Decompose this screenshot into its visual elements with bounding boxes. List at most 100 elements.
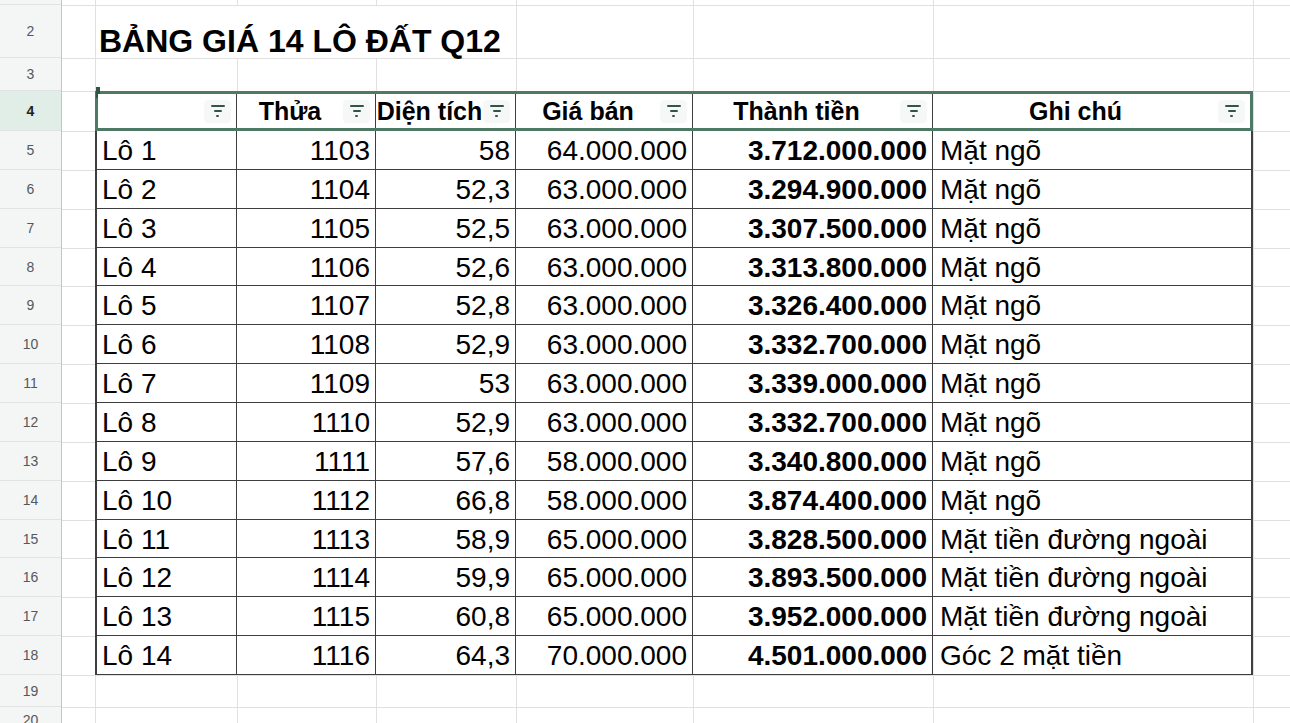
cell[interactable]: 64,3 bbox=[376, 636, 516, 674]
sheet-title[interactable]: BẢNG GIÁ 14 LÔ ĐẤT Q12 bbox=[99, 24, 501, 58]
cell[interactable]: 52,3 bbox=[376, 170, 516, 208]
row-number[interactable]: 6 bbox=[0, 170, 61, 209]
cell[interactable]: 3.712.000.000 bbox=[693, 131, 933, 169]
cell[interactable]: 66,8 bbox=[376, 481, 516, 519]
cell[interactable]: 58.000.000 bbox=[516, 481, 693, 519]
row-number[interactable]: 11 bbox=[0, 364, 61, 403]
cell[interactable]: 3.332.700.000 bbox=[693, 403, 933, 441]
cell[interactable]: 1115 bbox=[237, 597, 376, 635]
column-header-dien-tich[interactable]: Diện tích bbox=[376, 94, 516, 128]
cell[interactable]: 3.326.400.000 bbox=[693, 286, 933, 324]
column-header-thanh-tien[interactable]: Thành tiền bbox=[693, 94, 933, 128]
cell[interactable]: Mặt ngõ bbox=[933, 325, 1253, 363]
row-number[interactable]: 3 bbox=[0, 58, 61, 91]
cell[interactable]: Mặt ngõ bbox=[933, 403, 1253, 441]
cell[interactable]: 3.332.700.000 bbox=[693, 325, 933, 363]
cell[interactable]: Mặt ngõ bbox=[933, 364, 1253, 402]
column-header-lo[interactable] bbox=[98, 94, 237, 128]
cell[interactable]: 3.874.400.000 bbox=[693, 481, 933, 519]
cell[interactable]: Lô 7 bbox=[95, 364, 237, 402]
cell[interactable]: Mặt ngõ bbox=[933, 481, 1253, 519]
cell[interactable]: Lô 13 bbox=[95, 597, 237, 635]
cell[interactable]: 52,8 bbox=[376, 286, 516, 324]
row-number[interactable]: 17 bbox=[0, 597, 61, 636]
cell[interactable]: 65.000.000 bbox=[516, 520, 693, 557]
row-number[interactable]: 8 bbox=[0, 248, 61, 286]
cell[interactable]: 1112 bbox=[237, 481, 376, 519]
cell[interactable]: 59,9 bbox=[376, 558, 516, 596]
cell[interactable]: 1111 bbox=[237, 442, 376, 480]
cell[interactable]: Mặt ngõ bbox=[933, 286, 1253, 324]
cell[interactable]: 52,6 bbox=[376, 248, 516, 285]
cell[interactable]: 1107 bbox=[237, 286, 376, 324]
filter-button[interactable] bbox=[660, 100, 687, 123]
cell[interactable]: 1116 bbox=[237, 636, 376, 674]
cell[interactable]: 63.000.000 bbox=[516, 286, 693, 324]
cell[interactable]: 1106 bbox=[237, 248, 376, 285]
column-header-ghi-chu[interactable]: Ghi chú bbox=[933, 94, 1250, 128]
filter-button[interactable] bbox=[900, 100, 927, 123]
cell[interactable]: Lô 4 bbox=[95, 248, 237, 285]
cell[interactable]: Lô 14 bbox=[95, 636, 237, 674]
cell[interactable]: 63.000.000 bbox=[516, 248, 693, 285]
cell[interactable]: 65.000.000 bbox=[516, 558, 693, 596]
cell[interactable]: Lô 10 bbox=[95, 481, 237, 519]
cell[interactable]: 4.501.000.000 bbox=[693, 636, 933, 674]
cell[interactable]: 53 bbox=[376, 364, 516, 402]
cell[interactable]: 3.952.000.000 bbox=[693, 597, 933, 635]
cell[interactable]: 58,9 bbox=[376, 520, 516, 557]
column-header-gia-ban[interactable]: Giá bán bbox=[516, 94, 693, 128]
cell[interactable]: 3.294.900.000 bbox=[693, 170, 933, 208]
cell[interactable]: Góc 2 mặt tiền bbox=[933, 636, 1253, 674]
cell[interactable]: 1110 bbox=[237, 403, 376, 441]
cell[interactable]: 1114 bbox=[237, 558, 376, 596]
cell[interactable]: 64.000.000 bbox=[516, 131, 693, 169]
cell[interactable]: 1105 bbox=[237, 209, 376, 247]
cell[interactable]: 3.893.500.000 bbox=[693, 558, 933, 596]
cell[interactable]: Mặt ngõ bbox=[933, 442, 1253, 480]
cell[interactable]: 63.000.000 bbox=[516, 364, 693, 402]
cell[interactable]: 52,9 bbox=[376, 403, 516, 441]
cell[interactable]: 63.000.000 bbox=[516, 170, 693, 208]
cell[interactable]: 1113 bbox=[237, 520, 376, 557]
row-number[interactable]: 15 bbox=[0, 520, 61, 558]
row-number[interactable]: 9 bbox=[0, 286, 61, 325]
filter-button[interactable] bbox=[1218, 100, 1245, 123]
cell[interactable]: Lô 8 bbox=[95, 403, 237, 441]
cell[interactable]: 1104 bbox=[237, 170, 376, 208]
filter-button[interactable] bbox=[483, 100, 510, 123]
cell[interactable]: 3.313.800.000 bbox=[693, 248, 933, 285]
filter-button[interactable] bbox=[204, 100, 231, 123]
cell[interactable]: 52,5 bbox=[376, 209, 516, 247]
cell[interactable]: 1109 bbox=[237, 364, 376, 402]
row-number[interactable]: 14 bbox=[0, 481, 61, 520]
cell[interactable]: Mặt tiền đường ngoài bbox=[933, 597, 1253, 635]
cell[interactable]: 58 bbox=[376, 131, 516, 169]
row-number[interactable]: 10 bbox=[0, 325, 61, 364]
cell[interactable]: Mặt tiền đường ngoài bbox=[933, 520, 1253, 557]
cell[interactable]: 70.000.000 bbox=[516, 636, 693, 674]
cell[interactable]: 65.000.000 bbox=[516, 597, 693, 635]
cell[interactable]: 57,6 bbox=[376, 442, 516, 480]
cell[interactable]: 3.340.800.000 bbox=[693, 442, 933, 480]
cell[interactable]: 3.307.500.000 bbox=[693, 209, 933, 247]
row-number[interactable]: 13 bbox=[0, 442, 61, 481]
cell[interactable]: Lô 11 bbox=[95, 520, 237, 557]
row-number[interactable]: 5 bbox=[0, 131, 61, 170]
cell[interactable]: 60,8 bbox=[376, 597, 516, 635]
cell[interactable]: 63.000.000 bbox=[516, 403, 693, 441]
cell[interactable]: Lô 2 bbox=[95, 170, 237, 208]
row-number[interactable]: 18 bbox=[0, 636, 61, 675]
row-number[interactable]: 4 bbox=[0, 91, 61, 131]
cell[interactable]: Lô 5 bbox=[95, 286, 237, 324]
cell[interactable]: Mặt tiền đường ngoài bbox=[933, 558, 1253, 596]
cell[interactable]: Lô 3 bbox=[95, 209, 237, 247]
cell[interactable]: 3.828.500.000 bbox=[693, 520, 933, 557]
cell[interactable]: 3.339.000.000 bbox=[693, 364, 933, 402]
row-number[interactable]: 16 bbox=[0, 558, 61, 597]
row-number[interactable]: 12 bbox=[0, 403, 61, 442]
cell[interactable]: Mặt ngõ bbox=[933, 248, 1253, 285]
cell[interactable]: Lô 6 bbox=[95, 325, 237, 363]
row-number[interactable]: 7 bbox=[0, 209, 61, 248]
cell[interactable]: Lô 9 bbox=[95, 442, 237, 480]
